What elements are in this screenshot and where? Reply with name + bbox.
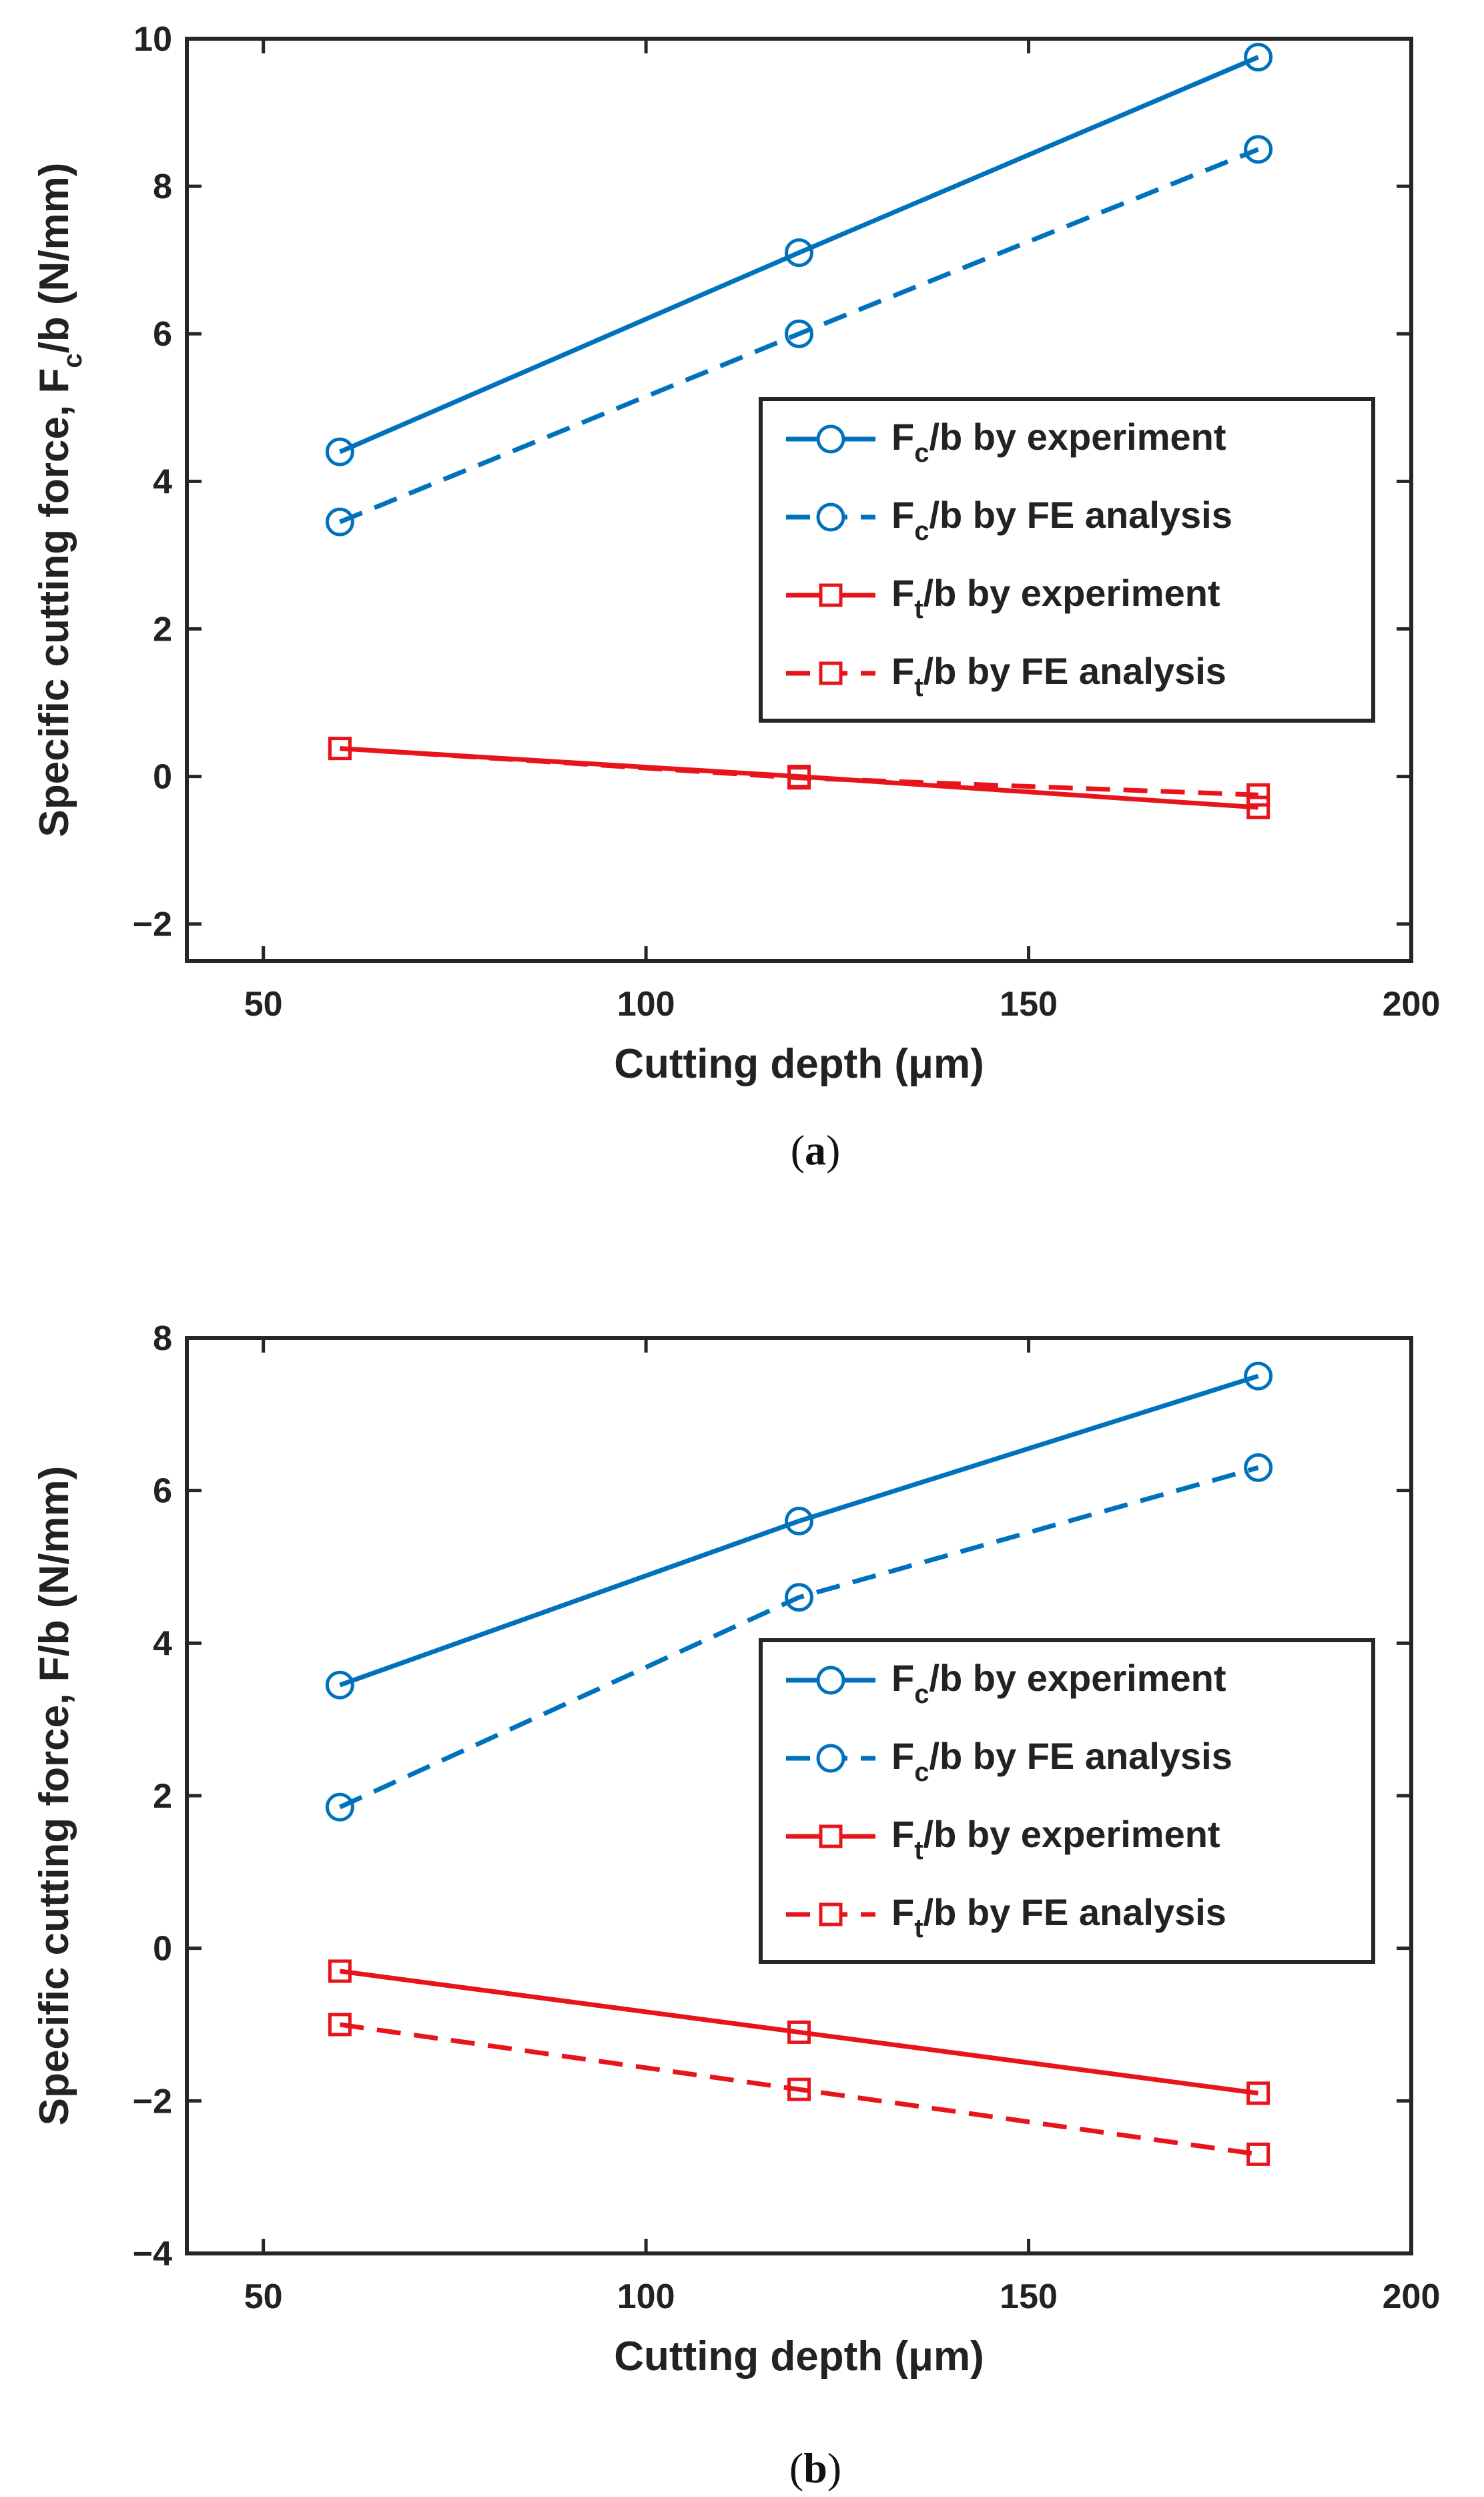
legend-marker: [819, 583, 843, 607]
data-point: [785, 319, 813, 348]
series-0: [325, 1361, 1273, 1700]
series-3: [328, 737, 1270, 807]
legend-entry: Ft/b by experiment: [786, 1813, 1220, 1865]
legend-marker: [819, 1824, 843, 1848]
legend-label: Ft/b by experiment: [891, 572, 1220, 624]
legend-box: [759, 397, 1375, 723]
x-tick-label: 150: [1000, 985, 1058, 1024]
data-point: [1244, 135, 1273, 164]
legend-label: Ft/b by experiment: [891, 1813, 1220, 1865]
series-1: [325, 1453, 1273, 1822]
series-line: [339, 2022, 1259, 2157]
y-axis-title: Specific cutting force, Fc/b (N/mm): [31, 163, 87, 837]
y-tick-label: 8: [153, 167, 172, 206]
legend: Fc/b by experiment Fc/b by FE analysis Ft/…: [759, 1638, 1375, 1964]
data-point: [785, 238, 813, 268]
legend-marker: [816, 1744, 845, 1773]
data-point: [1244, 1453, 1273, 1482]
legend-entry: Fc/b by experiment: [786, 416, 1226, 468]
x-tick-label: 100: [617, 985, 675, 1024]
legend-label: Ft/b by FE analysis: [891, 1891, 1226, 1943]
data-point: [1246, 2081, 1270, 2105]
y-tick-label: 4: [153, 462, 172, 501]
x-axis-title: Cutting depth (μm): [614, 1041, 984, 1087]
series-1: [325, 135, 1273, 537]
legend-marker: [816, 1666, 845, 1695]
x-tick-label: 50: [244, 2277, 283, 2316]
legend-entry: Ft/b by FE analysis: [786, 1891, 1226, 1943]
data-point: [787, 2020, 811, 2044]
legend-label: Fc/b by experiment: [891, 1657, 1226, 1709]
x-tick-label: 100: [617, 2277, 675, 2316]
data-point: [1244, 43, 1273, 72]
series-line: [339, 147, 1259, 524]
y-tick-label: −2: [133, 2082, 172, 2121]
x-tick-label: 200: [1383, 985, 1441, 1024]
legend-marker: [816, 502, 845, 532]
legend-entry: Ft/b by experiment: [786, 572, 1220, 624]
legend-label: Fc/b by experiment: [891, 416, 1226, 468]
legend-label: Ft/b by FE analysis: [891, 650, 1226, 702]
data-point: [787, 766, 811, 790]
panel-caption: (b): [789, 2444, 841, 2492]
panel-caption: (a): [791, 1126, 841, 1174]
legend-entry: Fc/b by FE analysis: [786, 1735, 1232, 1787]
series-line: [338, 1465, 1259, 1810]
legend-marker: [819, 1902, 843, 1926]
data-point: [325, 1670, 354, 1700]
data-point: [1246, 783, 1270, 807]
series-3: [328, 2013, 1270, 2166]
legend-marker: [816, 424, 845, 454]
x-tick-label: 150: [1000, 2277, 1058, 2316]
data-point: [1244, 1361, 1273, 1391]
y-tick-label: 10: [133, 20, 172, 59]
y-axis-title: Specific cutting force, F/b (N/mm): [31, 1466, 77, 2126]
legend-entry: Fc/b by experiment: [786, 1657, 1226, 1709]
data-point: [328, 737, 352, 761]
series-line: [339, 1969, 1259, 2096]
data-point: [785, 1506, 813, 1535]
legend-marker: [819, 661, 843, 685]
x-tick-label: 200: [1383, 2277, 1441, 2316]
legend-box: [759, 1638, 1375, 1964]
series-2: [328, 1959, 1270, 2105]
data-point: [325, 437, 354, 466]
y-tick-label: 2: [153, 610, 172, 649]
y-tick-label: 6: [153, 1472, 172, 1511]
data-point: [325, 507, 354, 537]
data-point: [1246, 2142, 1270, 2166]
y-tick-label: 0: [153, 1930, 172, 1969]
data-point: [1246, 795, 1270, 819]
data-point: [325, 1792, 354, 1822]
legend-entry: Ft/b by FE analysis: [786, 650, 1226, 702]
y-tick-label: 2: [153, 1777, 172, 1816]
y-tick-label: 4: [153, 1624, 172, 1663]
legend: Fc/b by experiment Fc/b by FE analysis Ft/…: [759, 397, 1375, 723]
x-tick-label: 50: [244, 985, 283, 1024]
y-tick-label: −2: [133, 906, 172, 944]
legend-label: Fc/b by FE analysis: [891, 494, 1232, 546]
data-point: [785, 1583, 813, 1612]
data-point: [328, 1959, 352, 1983]
series-line: [340, 746, 1258, 797]
series-0: [325, 43, 1273, 466]
legend-entry: Fc/b by FE analysis: [786, 494, 1232, 546]
legend-label: Fc/b by FE analysis: [891, 1735, 1232, 1787]
y-tick-label: 6: [153, 315, 172, 354]
x-axis-title: Cutting depth (μm): [614, 2334, 984, 2380]
data-point: [787, 2077, 811, 2101]
series-line: [338, 55, 1259, 454]
y-tick-label: −4: [133, 2235, 172, 2273]
data-point: [328, 2013, 352, 2037]
y-tick-label: 0: [153, 758, 172, 797]
series-line: [339, 1373, 1259, 1688]
y-tick-label: 8: [153, 1319, 172, 1358]
